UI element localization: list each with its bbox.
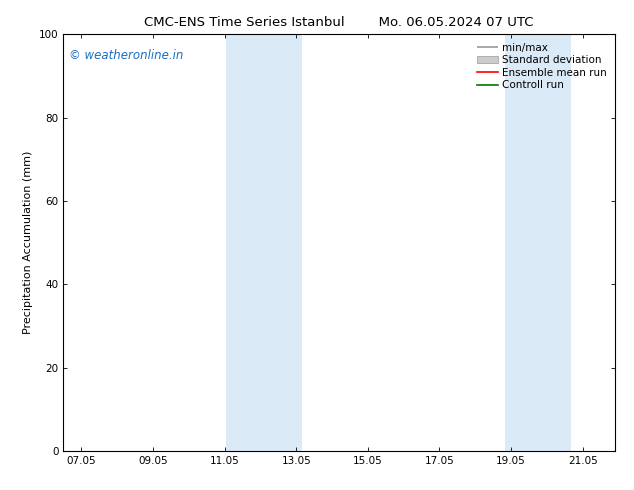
Bar (505, 34, 571, 451)
Title: CMC-ENS Time Series Istanbul        Mo. 06.05.2024 07 UTC: CMC-ENS Time Series Istanbul Mo. 06.05.2… (145, 16, 534, 29)
Bar (226, 34, 302, 451)
Legend: min/max, Standard deviation, Ensemble mean run, Controll run: min/max, Standard deviation, Ensemble me… (474, 40, 610, 94)
Text: © weatheronline.in: © weatheronline.in (69, 49, 183, 62)
Y-axis label: Precipitation Accumulation (mm): Precipitation Accumulation (mm) (23, 151, 34, 334)
